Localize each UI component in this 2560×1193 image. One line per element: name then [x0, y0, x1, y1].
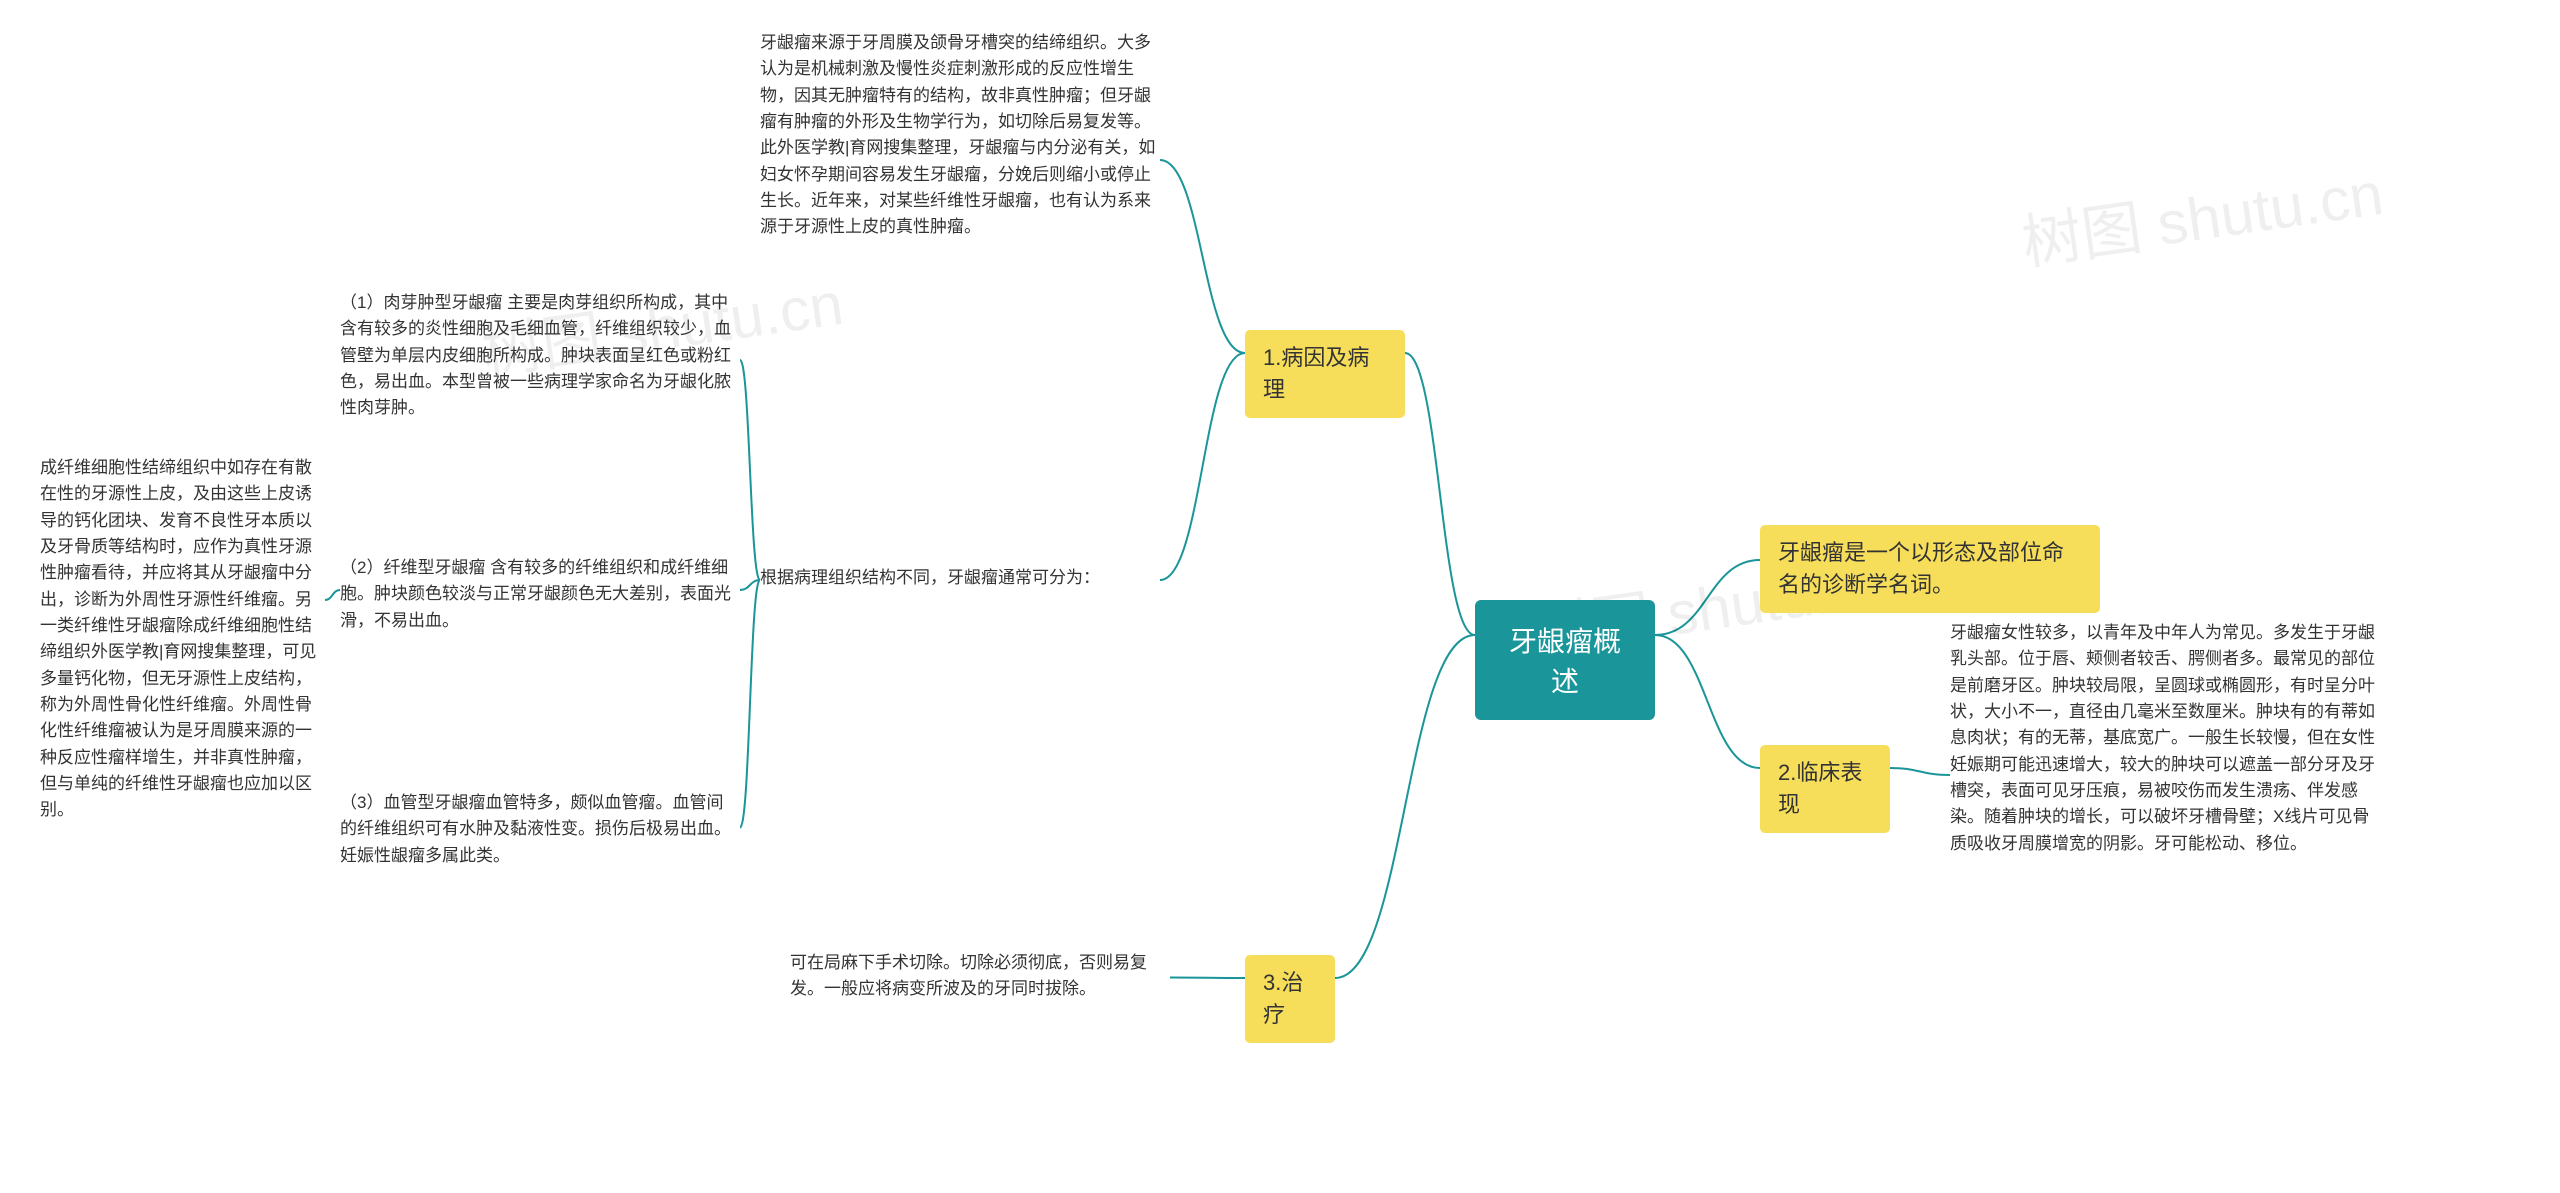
left-topic-0[interactable]: 1.病因及病理 [1245, 330, 1405, 418]
connector [1335, 635, 1475, 978]
connector [740, 580, 760, 590]
connector [740, 360, 760, 580]
mindmap-canvas: 树图 shutu.cn树图 shutu.cn树图 shutu.cn牙龈瘤概述牙龈… [0, 0, 2560, 1193]
left-sub-0-1-0[interactable]: （1）肉芽肿型牙龈瘤 主要是肉芽组织所构成，其中含有较多的炎性细胞及毛细血管，纤… [340, 290, 740, 422]
right-topic-0[interactable]: 牙龈瘤是一个以形态及部位命名的诊断学名词。 [1760, 525, 2100, 613]
left-topic-1[interactable]: 3.治疗 [1245, 955, 1335, 1043]
connector [740, 580, 760, 828]
left-leaf-1-0[interactable]: 可在局麻下手术切除。切除必须彻底，否则易复发。一般应将病变所波及的牙同时拔除。 [790, 950, 1170, 1003]
connector [1405, 353, 1475, 635]
watermark: 树图 shutu.cn [2016, 145, 2388, 282]
right-leaf-1-0[interactable]: 牙龈瘤女性较多，以青年及中年人为常见。多发生于牙龈乳头部。位于唇、颊侧者较舌、腭… [1950, 620, 2380, 857]
left-sub2-0-1-1-0[interactable]: 成纤维细胞性结缔组织中如存在有散在性的牙源性上皮，及由这些上皮诱导的钙化团块、发… [40, 455, 325, 824]
connector [1170, 978, 1245, 979]
left-leaf-0-0[interactable]: 牙龈瘤来源于牙周膜及颌骨牙槽突的结缔组织。大多认为是机械刺激及慢性炎症刺激形成的… [760, 30, 1160, 241]
connector [1890, 768, 1950, 775]
connector [1160, 353, 1245, 580]
connector [1655, 635, 1760, 768]
left-sub-0-1-1[interactable]: （2）纤维型牙龈瘤 含有较多的纤维组织和成纤维细胞。肿块颜色较淡与正常牙龈颜色无… [340, 555, 740, 634]
left-sub-0-1-2[interactable]: （3）血管型牙龈瘤血管特多，颇似血管瘤。血管间的纤维组织可有水肿及黏液性变。损伤… [340, 790, 740, 869]
connector [1655, 560, 1760, 635]
root-node[interactable]: 牙龈瘤概述 [1475, 600, 1655, 720]
right-topic-1[interactable]: 2.临床表现 [1760, 745, 1890, 833]
left-leaf-0-1[interactable]: 根据病理组织结构不同，牙龈瘤通常可分为： [760, 565, 1160, 591]
connector [1160, 160, 1245, 353]
connector [325, 590, 340, 600]
